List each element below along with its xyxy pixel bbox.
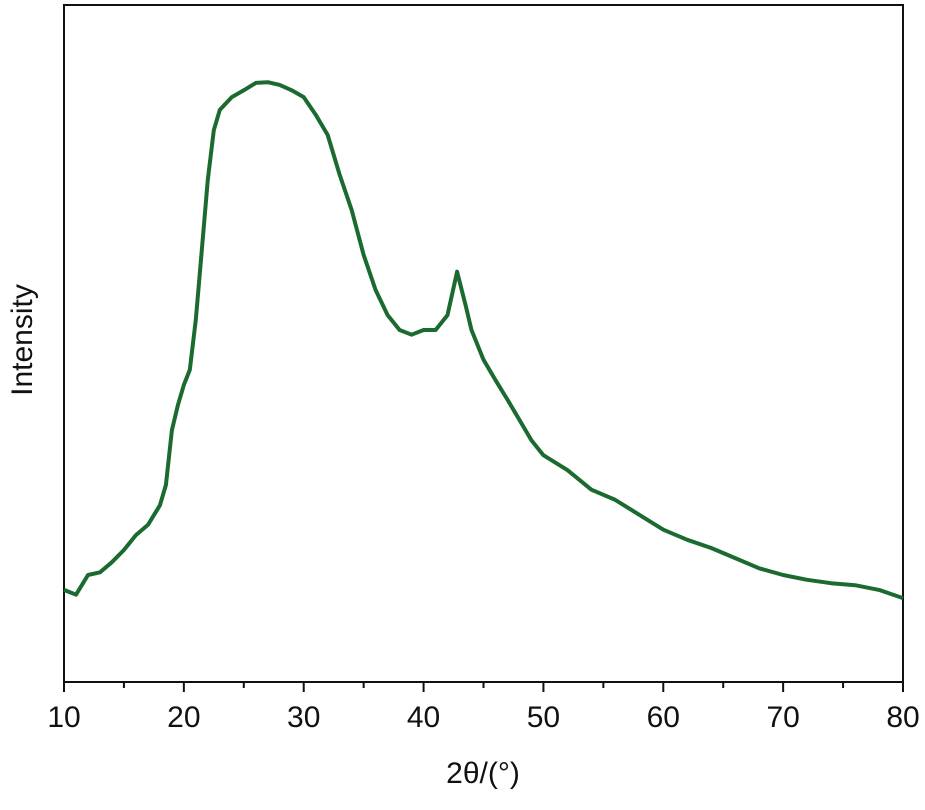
x-tick-label: 20 (167, 701, 200, 734)
x-tick-label: 60 (647, 701, 680, 734)
x-tick-label: 40 (407, 701, 440, 734)
data-line (63, 80, 904, 600)
x-tick-label: 50 (527, 701, 560, 734)
x-tick-label: 30 (287, 701, 320, 734)
x-tick-label: 70 (766, 701, 799, 734)
x-tick-label: 80 (886, 701, 919, 734)
x-axis-label: 2θ/(°) (446, 757, 520, 790)
y-axis-label: Intensity (6, 284, 39, 396)
plot-frame (63, 4, 904, 683)
x-tick-label: 10 (47, 701, 80, 734)
